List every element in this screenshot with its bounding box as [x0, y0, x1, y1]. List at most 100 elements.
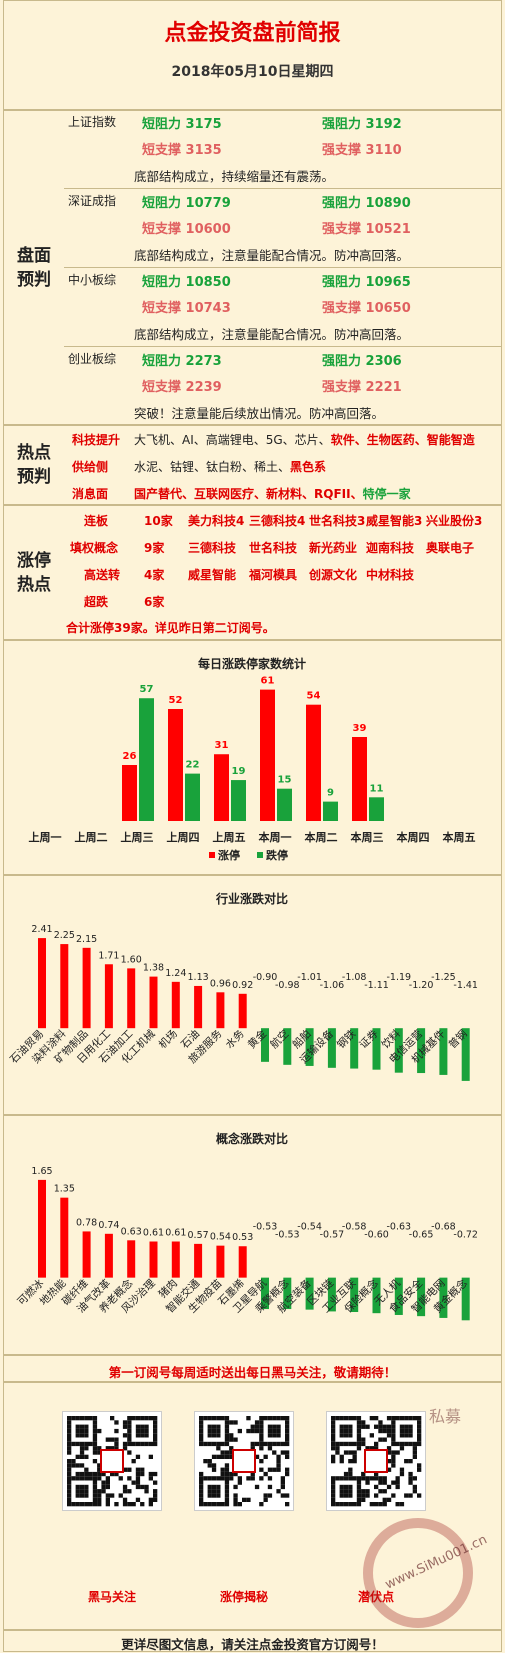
zt-key: 填权概念 [70, 541, 119, 555]
zt-stock: 三德科技 [188, 541, 237, 555]
zt-stock: 福河模具 [249, 568, 298, 582]
bar [82, 947, 91, 1029]
qr-code[interactable] [62, 1411, 162, 1511]
hot-key: 科技提升 [72, 433, 121, 447]
bar [214, 754, 229, 821]
bar [261, 1028, 269, 1062]
data-label: 1.24 [165, 968, 186, 979]
pan-section: 盘面 预判 上证指数 短阻力 3175 强阻力 3192 短支撑 3135 强支撑 31… [3, 110, 502, 425]
data-label: -0.58 [342, 1222, 367, 1233]
data-label: 2.41 [31, 924, 52, 935]
strong-support: 强支撑 2221 [322, 380, 402, 395]
qr-section: 黑马关注 涨停揭秘 潜伏点 www.SiMu001.cn 私募 [3, 1382, 502, 1630]
zt-stock: 迦南科技 [366, 541, 415, 555]
data-label: 0.53 [232, 1232, 253, 1243]
data-label: -1.41 [453, 980, 478, 991]
data-label: 1.35 [54, 1184, 75, 1195]
bar [38, 938, 46, 1029]
short-support: 短支撑 10600 [142, 222, 231, 237]
bottom-text: 更详尽图文信息，请关注点金投资官方订阅号！ [121, 1637, 384, 1652]
strong-resist: 强阻力 3192 [322, 117, 402, 132]
index-note: 底部结构成立，注意量能配合情况。防冲高回落。 [134, 248, 410, 263]
hot-key: 供给侧 [72, 460, 109, 474]
bar [305, 1277, 314, 1310]
qr-code[interactable] [194, 1411, 294, 1511]
x-tick-label: 机场 [156, 1027, 180, 1051]
short-support: 短支撑 2239 [142, 380, 222, 395]
bar [417, 1277, 426, 1317]
report-date: 2018年05月10日星期四 [171, 64, 334, 80]
data-label: 57 [140, 684, 154, 695]
zt-key: 高送转 [84, 568, 121, 582]
data-label: 0.61 [143, 1228, 164, 1239]
chart-title: 概念涨跌对比 [216, 1131, 288, 1146]
zt-count: 4家 [144, 568, 165, 582]
short-resist: 短阻力 3175 [142, 117, 222, 132]
strong-resist: 强阻力 10890 [322, 196, 411, 211]
bottom-bar: 更详尽图文信息，请关注点金投资官方订阅号！ [3, 1630, 502, 1652]
x-tick-label: 本周三 [351, 830, 384, 844]
hot-section: 热点 预判 科技提升 大飞机、AI、高端锂电、5G、芯片、软件、生物医药、智能智造… [3, 425, 502, 505]
bar [168, 709, 183, 821]
x-tick-label: 水务 [223, 1027, 247, 1051]
data-label: -0.72 [453, 1230, 478, 1241]
industry-chart: 行业涨跌对比2.41石油贸易2.25染料涂料2.15矿物制品1.71日用化工1.… [7, 891, 478, 1081]
bar [216, 992, 225, 1029]
x-tick-label: 本周一 [259, 830, 292, 844]
data-label: 61 [261, 676, 275, 687]
zt-stock: 新光药业 [309, 541, 358, 555]
chart-industry: 行业涨跌对比 2.41 石油贸易 2.25 染料涂料 2.15 矿物制品 1.71 日用化工 1.… [3, 875, 502, 1115]
bar [38, 1179, 46, 1278]
data-label: 0.96 [210, 978, 231, 989]
data-label: 19 [232, 766, 246, 777]
short-resist: 短阻力 10850 [142, 275, 231, 290]
zt-stock: 奥联电子 [426, 541, 475, 555]
bar [350, 1028, 359, 1069]
data-label: -1.01 [297, 972, 322, 983]
qr-code[interactable] [326, 1411, 426, 1511]
bar [283, 1028, 292, 1065]
zt-stock: 创源文化 [309, 568, 358, 582]
zt-stock: 威星智能3 [366, 514, 423, 528]
data-label: 15 [278, 775, 292, 786]
strong-support: 强支撑 10650 [322, 301, 411, 316]
chart-concept: 概念涨跌对比 1.65 可燃冰 1.35 地热能 0.78 碳纤维 0.74 油气改革 0.63 养… [3, 1115, 502, 1355]
legend-label: 跌停 [266, 848, 288, 862]
bar [127, 1240, 136, 1278]
zt-count: 10家 [144, 514, 173, 528]
concept-chart: 概念涨跌对比1.65可燃冰1.35地热能0.78碳纤维0.74油气改革0.63养… [15, 1131, 478, 1321]
zt-count: 9家 [144, 541, 165, 555]
pan-label: 盘面 预判 [17, 245, 51, 290]
data-label: -1.11 [364, 980, 389, 991]
bar [372, 1277, 381, 1314]
data-label: -0.57 [320, 1230, 345, 1241]
data-label: 52 [169, 695, 183, 706]
data-label: -0.90 [253, 972, 278, 983]
data-label: 1.60 [121, 954, 142, 965]
divider [64, 267, 501, 268]
divider [64, 346, 501, 347]
data-label: 1.38 [143, 963, 164, 974]
bar [327, 1277, 336, 1312]
bar [216, 1245, 225, 1278]
bar [60, 944, 69, 1029]
bar [350, 1277, 359, 1313]
zt-stock: 世名科技 [249, 541, 298, 555]
short-support: 短支撑 3135 [142, 143, 222, 158]
legend-label: 涨停 [218, 848, 240, 862]
x-tick-label: 本周五 [443, 830, 476, 844]
watermark-mark: 私募 [428, 1407, 461, 1426]
bar [372, 1028, 381, 1070]
bar [394, 1028, 403, 1073]
data-label: 0.63 [121, 1226, 142, 1237]
bar [461, 1277, 470, 1321]
bar [305, 1028, 314, 1066]
zt-count: 6家 [144, 595, 165, 609]
data-label: 39 [353, 723, 367, 734]
zt-key: 连板 [84, 514, 109, 528]
data-label: 2.25 [54, 930, 75, 941]
x-tick-label: 本周四 [397, 830, 430, 844]
x-tick-label: 本周二 [305, 830, 338, 844]
bar [149, 1241, 158, 1278]
bar [439, 1028, 448, 1075]
